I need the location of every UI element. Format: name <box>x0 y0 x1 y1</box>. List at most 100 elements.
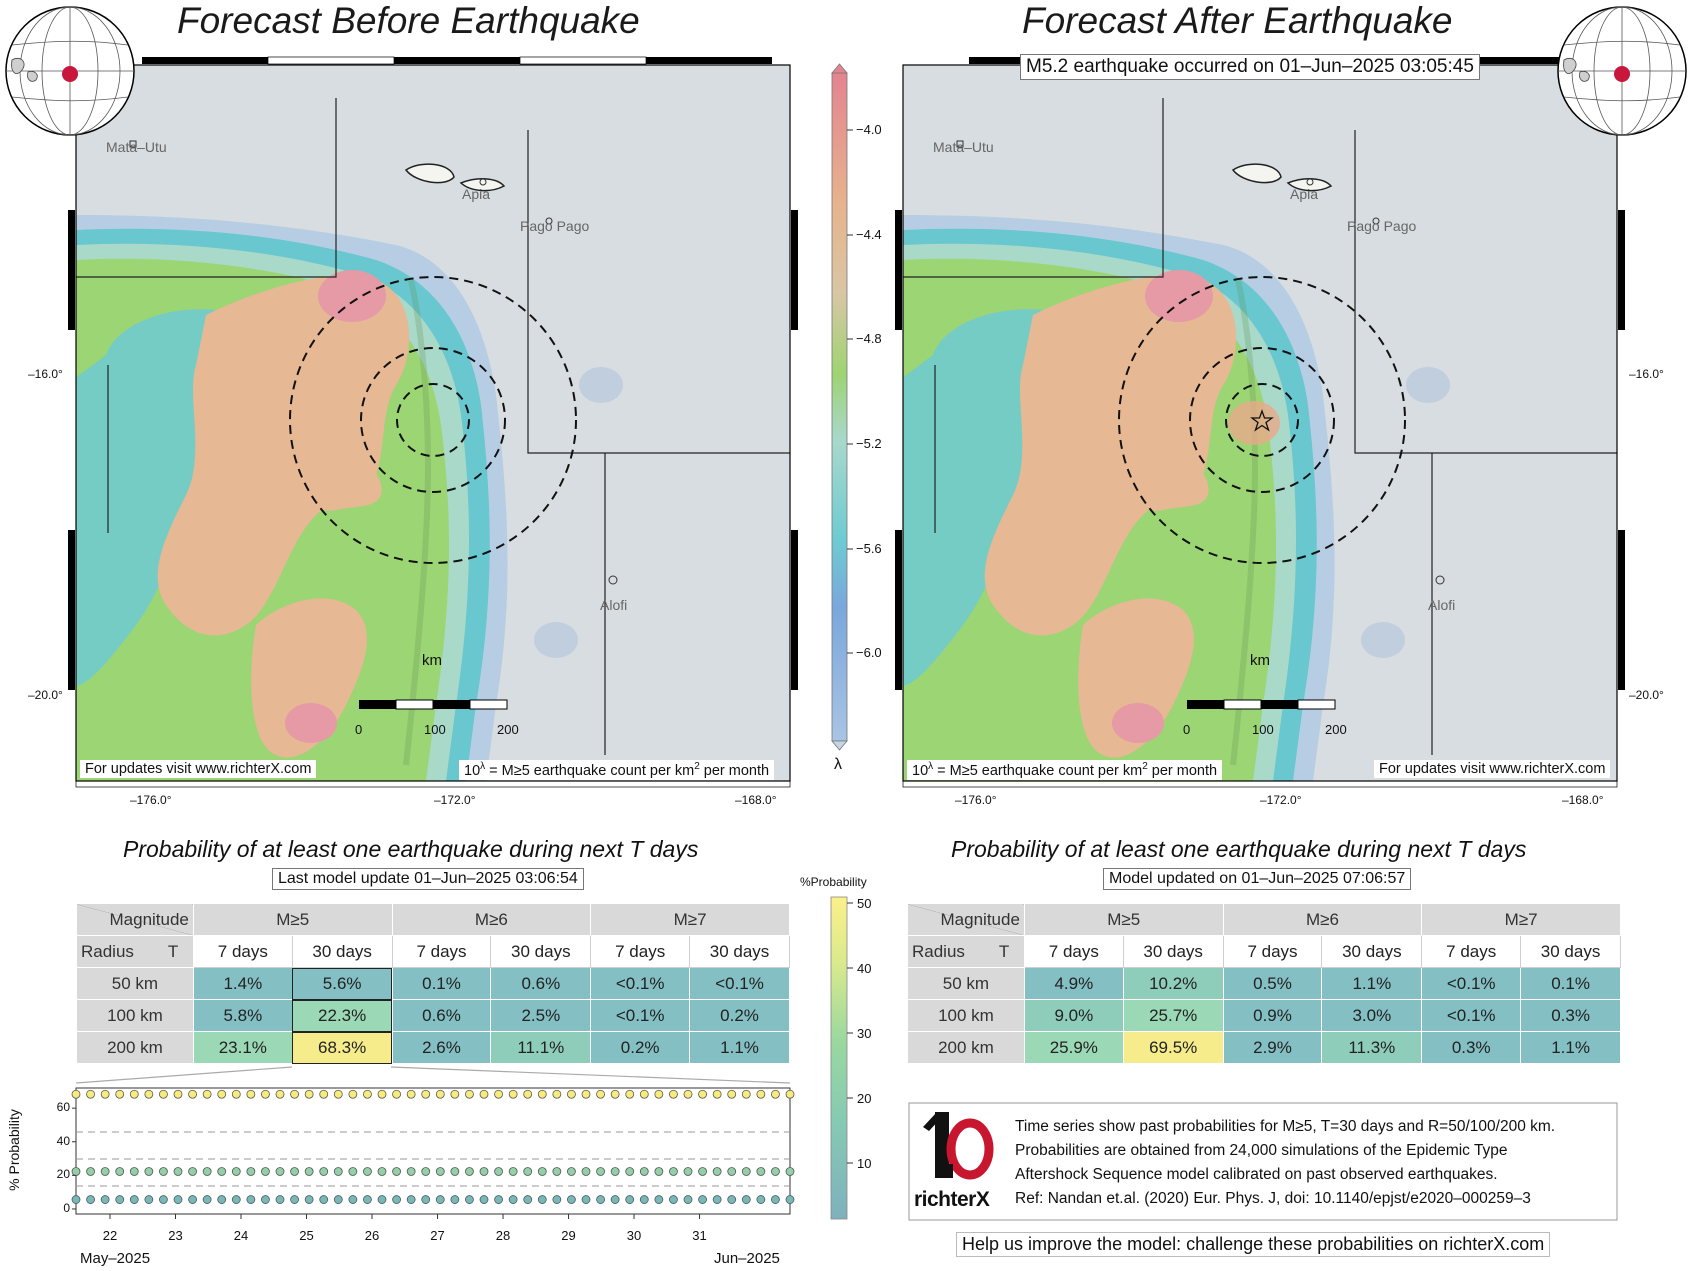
series-point-r100km <box>552 1167 562 1176</box>
mag-header-7: M≥7 <box>590 903 790 936</box>
series-point-r200km <box>363 1089 372 1099</box>
place-mata-utu-left: Mata–Utu <box>106 139 167 155</box>
prob-cell: 2.9% <box>1222 1031 1323 1064</box>
scale-tick-left-0: 0 <box>355 722 363 737</box>
lat-tick-left-2: –20.0° <box>28 688 63 702</box>
series-point-r100km <box>377 1167 387 1176</box>
series-point-r50km <box>275 1195 285 1204</box>
series-point-r50km <box>771 1195 780 1204</box>
duration-header: 30 days <box>689 935 790 968</box>
mag-header-6: M≥6 <box>391 903 592 936</box>
prob-tick-40: 40 <box>857 961 872 976</box>
series-point-r100km <box>625 1167 635 1176</box>
right-probability-table: Magnitude M≥5 M≥6 M≥7 Radius T 7 days 30 … <box>907 903 1621 1064</box>
probability-colorbar <box>830 896 853 1220</box>
duration-header: 30 days <box>1520 935 1621 968</box>
help-banner[interactable]: Help us improve the model: challenge the… <box>956 1232 1551 1257</box>
radius-label: 100 km <box>907 999 1025 1032</box>
series-point-r100km <box>581 1167 591 1176</box>
left-update-label: Last model update 01–Jun–2025 03:06:54 <box>272 868 584 890</box>
series-point-r100km <box>159 1167 168 1176</box>
series-point-r200km <box>275 1089 285 1099</box>
series-point-r200km <box>217 1089 227 1099</box>
series-point-r100km <box>363 1167 372 1176</box>
prob-cell: 9.0% <box>1023 999 1124 1032</box>
place-apia-right: Apia <box>1290 186 1319 202</box>
series-point-r50km <box>508 1195 518 1204</box>
x-tick-label: 29 <box>561 1228 576 1243</box>
series-point-r200km <box>261 1089 270 1099</box>
series-point-r200km <box>159 1089 168 1099</box>
prob-cell: 11.3% <box>1321 1031 1423 1064</box>
timeseries-end-label: Jun–2025 <box>714 1250 780 1267</box>
series-point-r200km <box>727 1089 737 1099</box>
series-point-r200km <box>231 1089 241 1099</box>
radius-label: 200 km <box>907 1031 1025 1064</box>
series-point-r50km <box>494 1195 503 1204</box>
series-point-r100km <box>712 1167 722 1176</box>
series-point-r200km <box>392 1089 401 1099</box>
series-point-r100km <box>71 1167 81 1176</box>
series-point-r50km <box>654 1195 664 1204</box>
radius-header: Radius <box>81 941 134 961</box>
series-point-r100km <box>450 1167 460 1176</box>
scale-tick-right-0: 0 <box>1183 722 1191 737</box>
series-point-r50km <box>144 1195 154 1204</box>
info-box <box>908 1102 1618 1221</box>
prob-cell: 11.1% <box>490 1031 592 1064</box>
x-tick-label: 28 <box>495 1228 511 1243</box>
series-point-r50km <box>377 1195 387 1204</box>
series-point-r50km <box>304 1195 314 1204</box>
lambda-label: λ <box>834 756 842 773</box>
series-point-r100km <box>727 1167 737 1176</box>
left-probability-table: Magnitude M≥5 M≥6 M≥7 Radius T 7 days 30 … <box>76 903 790 1064</box>
series-point-r50km <box>683 1195 693 1204</box>
series-point-r100km <box>523 1167 533 1176</box>
prob-cell: 5.8% <box>192 999 293 1032</box>
globe-inset-left-icon <box>5 6 135 136</box>
series-point-r50km <box>319 1195 329 1204</box>
series-point-r50km <box>261 1195 270 1204</box>
series-point-r200km <box>202 1089 212 1099</box>
series-point-r50km <box>421 1195 431 1204</box>
series-point-r200km <box>712 1089 722 1099</box>
series-point-r200km <box>71 1089 81 1099</box>
right-prob-title: Probability of at least one earthquake d… <box>951 836 1527 862</box>
magnitude-header: Magnitude <box>76 903 194 936</box>
scale-bar-right <box>1187 699 1336 710</box>
series-point-r100km <box>421 1167 431 1176</box>
info-line-4: Ref: Nandan et.al. (2020) Eur. Phys. J, … <box>1015 1190 1531 1207</box>
series-point-r200km <box>100 1089 110 1099</box>
prob-tick-30: 30 <box>857 1026 872 1041</box>
lon-tick-left-1: –176.0° <box>130 793 172 807</box>
series-point-r100km <box>173 1167 183 1176</box>
radius-header: Radius <box>912 941 965 961</box>
series-point-r50km <box>290 1195 299 1204</box>
prob-cell: 0.1% <box>391 967 492 1000</box>
lon-tick-left-3: –168.0° <box>735 793 777 807</box>
series-point-r50km <box>246 1195 256 1204</box>
lambda-tick-3: −4.8 <box>856 331 882 346</box>
place-pago-pago-right: Pago Pago <box>1347 218 1417 234</box>
series-point-r100km <box>304 1167 314 1176</box>
prob-cell: 1.1% <box>689 1031 790 1064</box>
series-point-r100km <box>100 1167 110 1176</box>
series-point-r100km <box>86 1167 95 1176</box>
series-point-r100km <box>785 1167 795 1176</box>
series-point-r100km <box>756 1167 766 1176</box>
series-point-r50km <box>479 1195 489 1204</box>
prob-cell: 0.6% <box>490 967 592 1000</box>
series-point-r200km <box>785 1089 795 1099</box>
series-point-r50km <box>669 1195 678 1204</box>
series-point-r50km <box>785 1195 795 1204</box>
series-point-r200km <box>435 1089 445 1099</box>
series-point-r200km <box>319 1089 329 1099</box>
series-point-r200km <box>654 1089 664 1099</box>
x-tick-label: 22 <box>102 1228 118 1243</box>
info-line-3: Aftershock Sequence model calibrated on … <box>1015 1166 1498 1183</box>
series-point-r50km <box>756 1195 766 1204</box>
series-point-r50km <box>100 1195 110 1204</box>
series-point-r100km <box>348 1167 358 1176</box>
series-point-r50km <box>86 1195 95 1204</box>
prob-cell: 3.0% <box>1321 999 1423 1032</box>
